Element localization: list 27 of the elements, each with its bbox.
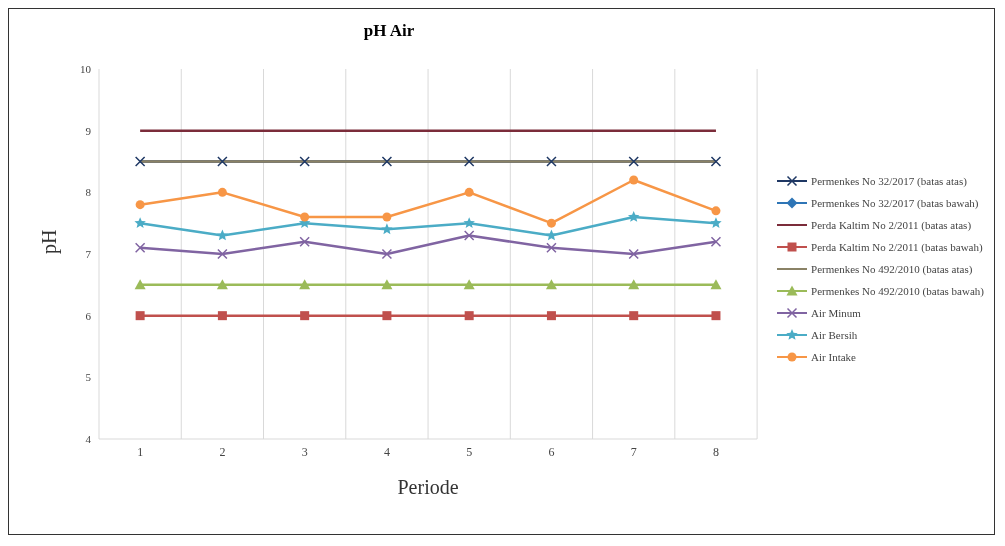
x-tick-label: 4 xyxy=(383,444,390,459)
legend-label: Permenkes No 32/2017 (batas bawah) xyxy=(811,196,979,211)
legend-label: Permenkes No 492/2010 (batas bawah) xyxy=(811,284,984,299)
x-tick-label: 2 xyxy=(219,444,226,459)
y-tick-label: 7 xyxy=(85,247,92,260)
x-tick-label: 8 xyxy=(712,444,719,459)
chart-title: pH Air xyxy=(362,21,416,41)
y-tick-label: 4 xyxy=(85,432,92,445)
legend-label: Perda Kaltim No 2/2011 (batas atas) xyxy=(811,218,972,233)
y-axis-title: pH xyxy=(38,229,62,254)
legend-label: Permenkes No 492/2010 (batas atas) xyxy=(811,262,973,277)
x-axis-title: Periode xyxy=(397,476,459,498)
legend-label: Air Bersih xyxy=(811,328,858,343)
x-tick-label: 7 xyxy=(630,444,637,459)
legend-label: Permenkes No 32/2017 (batas atas) xyxy=(811,174,967,189)
x-tick-label: 5 xyxy=(466,444,473,459)
y-tick-label: 5 xyxy=(85,371,92,384)
y-tick-label: 9 xyxy=(85,124,92,137)
y-tick-label: 10 xyxy=(80,62,92,75)
x-tick-label: 1 xyxy=(137,444,144,459)
legend-label: Air Intake xyxy=(811,350,856,365)
legend-label: Air Minum xyxy=(811,306,861,321)
x-tick-label: 3 xyxy=(301,444,308,459)
y-tick-label: 8 xyxy=(85,186,92,199)
x-tick-label: 6 xyxy=(548,444,555,459)
y-tick-label: 6 xyxy=(85,309,92,322)
legend-label: Perda Kaltim No 2/2011 (batas bawah) xyxy=(811,240,983,255)
